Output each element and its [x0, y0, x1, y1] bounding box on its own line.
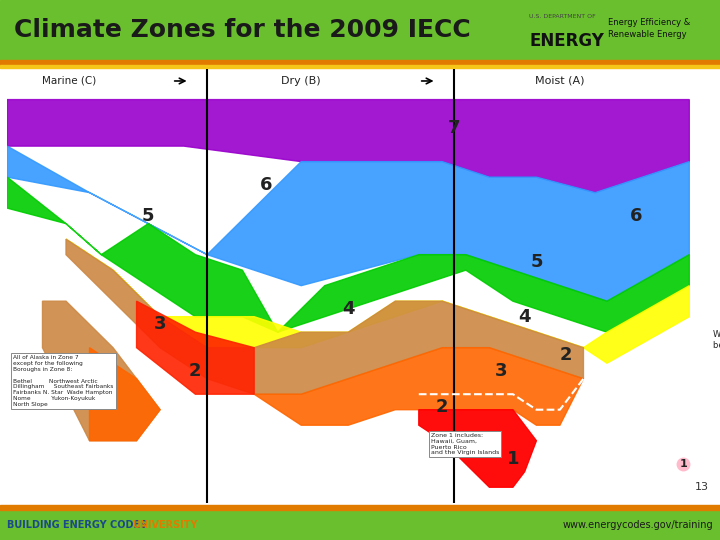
Text: Warm–Humid
below White Line: Warm–Humid below White Line	[713, 330, 720, 349]
Bar	[0, 60, 720, 65]
Text: Energy Efficiency &
Renewable Energy: Energy Efficiency & Renewable Energy	[608, 18, 690, 38]
Text: 7: 7	[448, 118, 460, 137]
Text: All of Alaska in Zone 7
except for the following
Boroughs in Zone 8:

Bethel    : All of Alaska in Zone 7 except for the f…	[13, 355, 114, 407]
Polygon shape	[254, 348, 583, 425]
Text: UNIVERSITY: UNIVERSITY	[132, 520, 197, 530]
Text: 2: 2	[559, 347, 572, 364]
Polygon shape	[42, 301, 160, 441]
Text: www.energycodes.gov/training: www.energycodes.gov/training	[562, 520, 713, 530]
Text: 2: 2	[436, 397, 449, 416]
Text: Marine (C): Marine (C)	[42, 76, 96, 86]
Text: Dry (B): Dry (B)	[282, 76, 321, 86]
Polygon shape	[7, 177, 689, 332]
Text: U.S. DEPARTMENT OF: U.S. DEPARTMENT OF	[529, 14, 596, 19]
Polygon shape	[7, 146, 689, 301]
Bar	[0, 65, 720, 68]
Bar	[0, 68, 720, 505]
Bar	[0, 510, 720, 540]
Text: 6: 6	[630, 207, 643, 225]
Text: 3: 3	[495, 362, 508, 380]
Text: Climate Zones for the 2009 IECC: Climate Zones for the 2009 IECC	[14, 18, 471, 42]
Text: 4: 4	[342, 300, 354, 318]
Text: Moist (A): Moist (A)	[535, 76, 585, 86]
Text: BUILDING ENERGY CODES: BUILDING ENERGY CODES	[7, 520, 150, 530]
Polygon shape	[419, 410, 536, 487]
Text: 2: 2	[189, 362, 202, 380]
Bar	[0, 0, 720, 60]
Bar	[0, 505, 720, 510]
Text: 4: 4	[518, 308, 531, 326]
Polygon shape	[89, 348, 160, 441]
Text: 5: 5	[530, 253, 543, 272]
Text: 1: 1	[680, 459, 688, 469]
Text: 13: 13	[696, 482, 709, 492]
Polygon shape	[66, 239, 583, 394]
Text: Zone 1 includes:
Hawaii, Guam,
Puerto Rico
and the Virgin Islands: Zone 1 includes: Hawaii, Guam, Puerto Ri…	[431, 433, 499, 455]
Text: 3: 3	[154, 315, 166, 333]
Text: 1: 1	[507, 450, 519, 468]
Polygon shape	[7, 99, 689, 193]
Text: ENERGY: ENERGY	[529, 32, 604, 50]
Polygon shape	[66, 239, 689, 363]
Text: 6: 6	[260, 176, 272, 194]
Text: 5: 5	[142, 207, 155, 225]
Polygon shape	[137, 301, 254, 394]
